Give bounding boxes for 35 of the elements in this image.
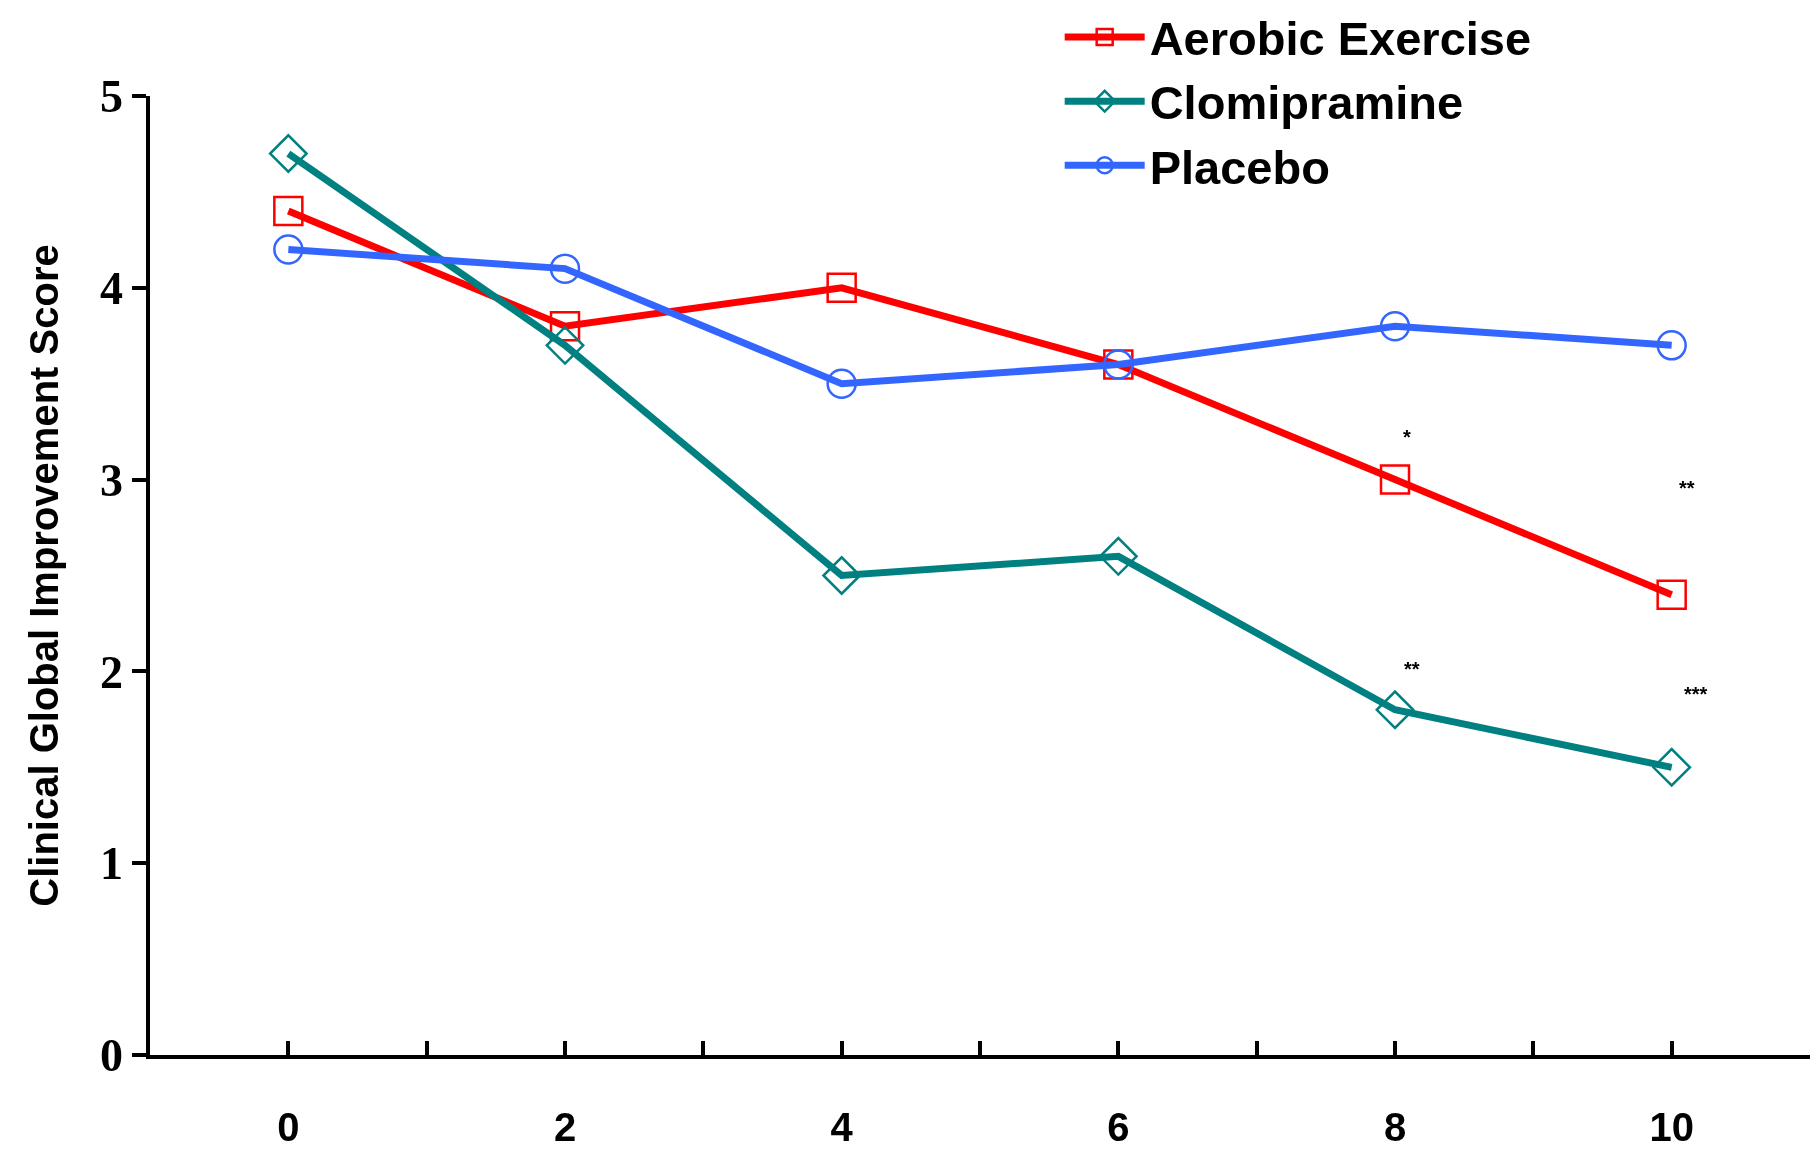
x-tick-label: 6 [1107, 1104, 1130, 1149]
x-tick-label: 10 [1649, 1104, 1694, 1149]
point [1379, 310, 1411, 342]
point [545, 325, 585, 365]
point [273, 234, 304, 265]
annotation: * [1403, 426, 1411, 448]
y-tick-label: 4 [100, 262, 124, 314]
point [822, 556, 862, 595]
legend-label: Placebo [1149, 140, 1330, 194]
y-tick-label: 2 [100, 646, 124, 698]
y-tick-label: 0 [100, 1030, 124, 1082]
legend-label: Aerobic Exercise [1149, 12, 1532, 66]
point [549, 253, 581, 284]
point [826, 272, 857, 304]
point [1375, 690, 1415, 730]
point [1656, 579, 1687, 610]
annotation: *** [1684, 683, 1708, 705]
y-tick-label: 3 [100, 454, 124, 506]
y-tick-label: 1 [100, 838, 124, 890]
point [826, 368, 857, 399]
x-tick-label: 4 [830, 1104, 854, 1149]
point [1656, 330, 1687, 361]
x-tick-label: 8 [1383, 1104, 1407, 1149]
point [1379, 464, 1411, 495]
y-tick-label: 5 [100, 71, 124, 123]
x-tick-label: 2 [553, 1104, 577, 1149]
point [273, 195, 304, 227]
point [268, 134, 308, 173]
point [1652, 747, 1692, 787]
x-tick-label: 0 [277, 1104, 300, 1149]
annotation: ** [1679, 477, 1695, 499]
annotation: ** [1404, 658, 1420, 680]
y-axis-title: Clinical Global Improvement Score [22, 244, 67, 907]
legend-label: Clomipramine [1149, 76, 1464, 130]
point [1098, 536, 1138, 576]
